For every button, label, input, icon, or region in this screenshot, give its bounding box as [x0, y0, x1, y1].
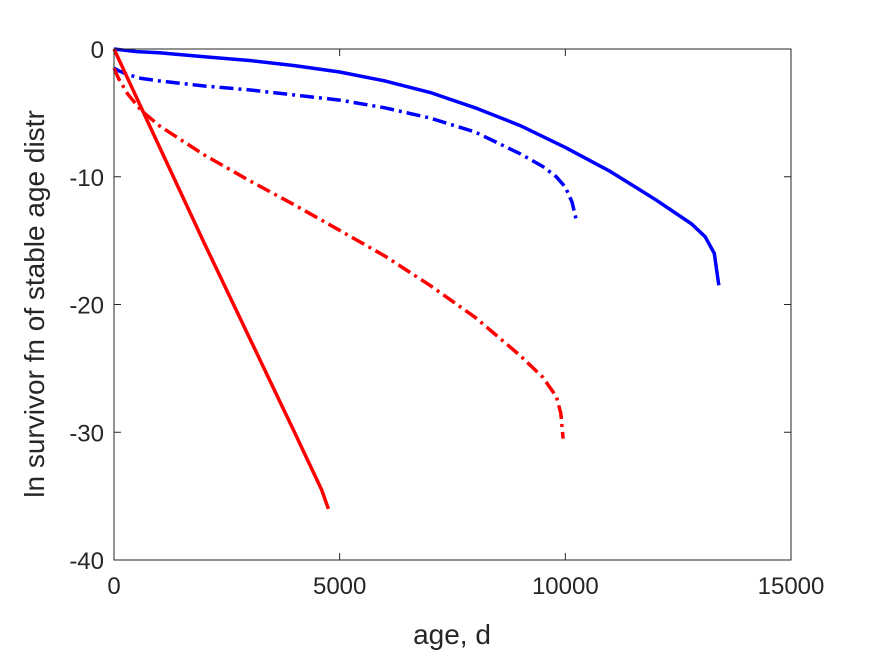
series-line-1 [113, 47, 721, 286]
y-tick-label: -10 [69, 165, 104, 192]
y-tick-label: -30 [69, 420, 104, 447]
x-axis-ticks: 0 5000 10000 15000 [107, 49, 824, 600]
x-axis-title: age, d [413, 619, 491, 650]
x-tick-label: 10000 [532, 573, 599, 600]
y-tick-label: 0 [91, 37, 104, 64]
x-tick-label: 0 [107, 573, 120, 600]
x-tick-label: 15000 [758, 573, 825, 600]
series-line-4 [112, 48, 331, 510]
y-tick-label: -40 [69, 548, 104, 575]
x-tick-label: 5000 [313, 573, 366, 600]
series-line-3 [112, 67, 565, 439]
y-axis-title: ln survivor fn of stable age distr [19, 110, 50, 498]
y-axis-ticks: 0 -10 -20 -30 -40 [69, 37, 791, 575]
y-tick-label: -20 [69, 293, 104, 320]
series-line-2 [113, 66, 579, 222]
series-group [112, 47, 721, 510]
plot-background [114, 49, 791, 560]
